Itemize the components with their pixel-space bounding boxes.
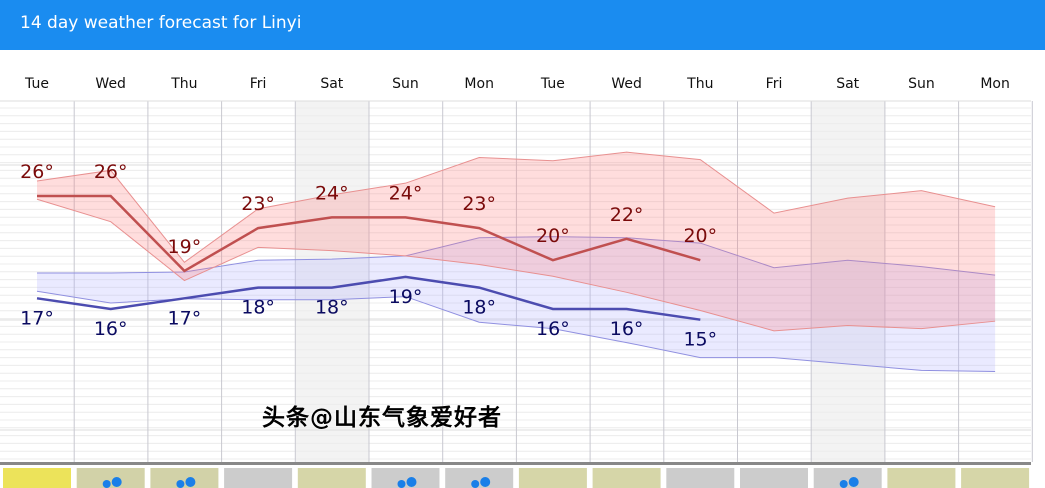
low-temp-label: 15° (683, 329, 717, 351)
condition-cell-rain[interactable] (371, 468, 440, 488)
page-title: 14 day weather forecast for Linyi (20, 13, 302, 33)
day-label: Fri (249, 76, 267, 92)
high-temp-label: 23° (462, 193, 496, 215)
watermark: 头条@山东气象爱好者 (262, 405, 502, 431)
low-temp-line (36, 275, 701, 321)
day-label: Thu (171, 76, 198, 92)
condition-cell-sun-cloud[interactable] (592, 468, 661, 488)
raindrop-icon (176, 480, 185, 488)
day-label: Mon (980, 76, 1010, 92)
condition-cell-cloud[interactable] (666, 468, 735, 488)
high-temp-label: 26° (94, 161, 128, 183)
condition-cell-sun-cloud[interactable] (297, 468, 366, 488)
condition-cell-sun-cloud[interactable] (518, 468, 587, 488)
low-temp-label: 17° (168, 307, 202, 329)
header-bar: 14 day weather forecast for Linyi (0, 0, 1045, 50)
condition-cell-rain[interactable] (76, 468, 145, 488)
low-temp-label: 16° (536, 318, 570, 340)
condition-cell-rain[interactable] (445, 468, 514, 488)
low-temp-label: 18° (462, 297, 496, 319)
separator (0, 462, 1031, 465)
high-temp-label: 23° (241, 193, 275, 215)
raindrop-icon (471, 480, 480, 488)
low-temp-label: 17° (20, 307, 54, 329)
high-range-band-upper (36, 151, 996, 264)
day-label: Sun (392, 76, 419, 92)
raindrop-icon (480, 477, 491, 487)
raindrop-icon (111, 477, 122, 487)
high-range-band-lower (36, 198, 996, 332)
high-temp-line (37, 194, 701, 273)
condition-cell-sun-cloud[interactable] (887, 468, 956, 488)
day-label: Wed (95, 76, 126, 92)
raindrop-icon (185, 477, 196, 487)
low-temp-label: 18° (241, 297, 275, 319)
condition-cell-sun-cloud[interactable] (961, 468, 1030, 488)
high-temp-label: 20° (536, 225, 570, 247)
low-temp-label: 18° (315, 297, 349, 319)
day-label: Tue (25, 76, 49, 92)
condition-cell-rain[interactable] (150, 468, 219, 488)
low-range-band (37, 236, 996, 372)
day-label: Sun (908, 76, 935, 92)
high-temp-label: 19° (168, 236, 202, 258)
raindrop-icon (406, 477, 417, 487)
weekend-shade (811, 101, 885, 462)
day-label: Fri (765, 76, 783, 92)
high-temp-label: 26° (20, 161, 54, 183)
day-label: Mon (464, 76, 494, 92)
high-temp-label: 22° (610, 204, 644, 226)
day-label: Wed (611, 76, 642, 92)
day-label: Sat (320, 76, 344, 92)
condition-cell-cloud[interactable] (740, 468, 808, 488)
low-range-band-lower (36, 290, 996, 372)
day-labels: Tue Wed Thu Fri Sat Sun Mon Tue Wed Thu Fri Sat Sun M… (0, 76, 1045, 96)
raindrop-icon (397, 480, 406, 488)
condition-cell-sun[interactable] (3, 468, 71, 488)
condition-cell-rain[interactable] (813, 468, 882, 488)
raindrop-icon (102, 480, 111, 488)
high-range-band (37, 152, 996, 331)
day-label: Thu (687, 76, 714, 92)
day-label: Sat (836, 76, 860, 92)
high-temp-label: 20° (683, 225, 717, 247)
low-temp-label: 16° (610, 318, 644, 340)
high-temp-label: 24° (315, 182, 349, 204)
day-label: Tue (540, 76, 565, 92)
condition-cell-cloud[interactable] (224, 468, 293, 488)
low-range-band-upper (37, 236, 996, 276)
raindrop-icon (839, 480, 848, 488)
weekend-shade (295, 101, 369, 462)
low-temp-label: 16° (94, 318, 128, 340)
raindrop-icon (848, 477, 859, 487)
high-temp-label: 24° (389, 182, 423, 204)
low-temp-label: 19° (389, 286, 423, 308)
